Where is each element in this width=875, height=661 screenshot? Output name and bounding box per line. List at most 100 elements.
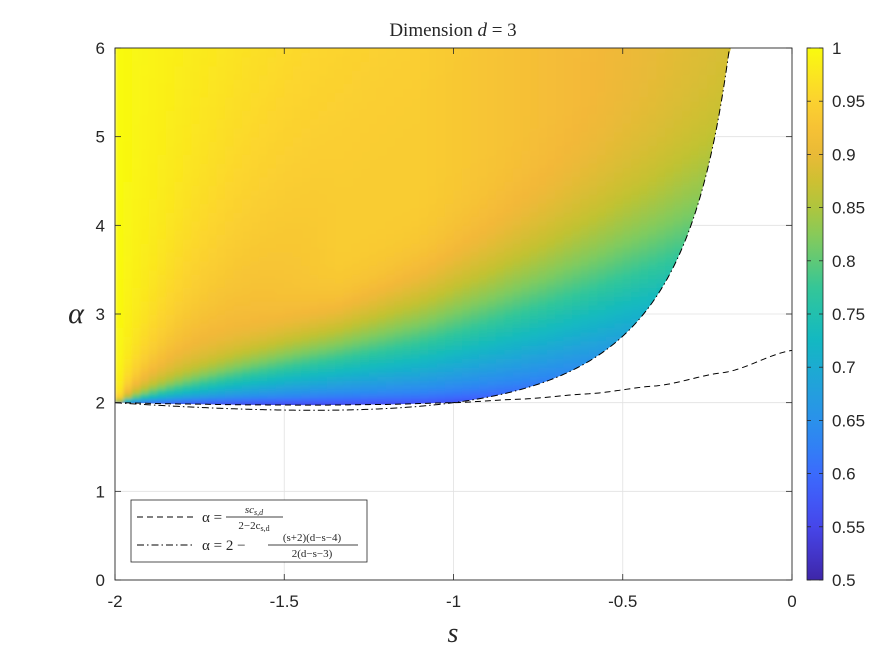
heatmap-cell	[234, 292, 243, 297]
heatmap-cell	[420, 287, 429, 292]
heatmap-cell	[276, 88, 285, 93]
heatmap-cell	[293, 79, 302, 84]
heatmap-cell	[335, 376, 344, 381]
heatmap-cell	[538, 154, 547, 159]
heatmap-cell	[580, 199, 589, 204]
heatmap-cell	[564, 305, 573, 310]
heatmap-cell	[267, 239, 276, 244]
heatmap-cell	[521, 336, 530, 341]
heatmap-cell	[124, 305, 133, 310]
heatmap-cell	[394, 163, 403, 168]
heatmap-cell	[521, 57, 530, 62]
heatmap-cell	[293, 181, 302, 186]
heatmap-cell	[200, 181, 209, 186]
heatmap-cell	[589, 159, 598, 164]
heatmap-cell	[597, 305, 606, 310]
heatmap-cell	[428, 88, 437, 93]
heatmap-cell	[259, 79, 268, 84]
heatmap-cell	[225, 208, 234, 213]
heatmap-cell	[242, 279, 251, 284]
heatmap-cell	[140, 79, 149, 84]
heatmap-cell	[225, 234, 234, 239]
heatmap-cell	[284, 203, 293, 208]
heatmap-cell	[386, 332, 395, 337]
heatmap-cell	[377, 194, 386, 199]
heatmap-cell	[267, 389, 276, 394]
heatmap-cell	[217, 194, 226, 199]
heatmap-cell	[157, 159, 166, 164]
heatmap-cell	[217, 199, 226, 204]
heatmap-cell	[530, 301, 539, 306]
heatmap-cell	[564, 75, 573, 80]
heatmap-cell	[521, 381, 530, 386]
heatmap-cell	[462, 305, 471, 310]
heatmap-cell	[394, 314, 403, 319]
heatmap-cell	[403, 110, 412, 115]
heatmap-cell	[242, 79, 251, 84]
heatmap-cell	[335, 221, 344, 226]
heatmap-cell	[411, 61, 420, 66]
heatmap-cell	[259, 208, 268, 213]
heatmap-cell	[386, 181, 395, 186]
heatmap-cell	[589, 48, 598, 53]
heatmap-cell	[267, 123, 276, 128]
heatmap-cell	[276, 217, 285, 222]
heatmap-cell	[572, 292, 581, 297]
heatmap-cell	[191, 363, 200, 368]
heatmap-cell	[369, 159, 378, 164]
heatmap-cell	[200, 123, 209, 128]
heatmap-cell	[597, 341, 606, 346]
heatmap-cell	[174, 101, 183, 106]
heatmap-cell	[487, 70, 496, 75]
heatmap-cell	[318, 376, 327, 381]
heatmap-cell	[157, 261, 166, 266]
heatmap-cell	[428, 92, 437, 97]
heatmap-cell	[428, 208, 437, 213]
heatmap-cell	[606, 234, 615, 239]
heatmap-cell	[487, 354, 496, 359]
heatmap-cell	[420, 177, 429, 182]
heatmap-cell	[234, 203, 243, 208]
heatmap-cell	[301, 265, 310, 270]
heatmap-cell	[225, 92, 234, 97]
heatmap-cell	[318, 332, 327, 337]
heatmap-cell	[225, 217, 234, 222]
heatmap-cell	[335, 115, 344, 120]
heatmap-cell	[513, 84, 522, 89]
heatmap-cell	[479, 350, 488, 355]
heatmap-cell	[301, 358, 310, 363]
heatmap-cell	[360, 265, 369, 270]
heatmap-cell	[208, 52, 217, 57]
heatmap-cell	[437, 398, 446, 403]
heatmap-cell	[174, 336, 183, 341]
heatmap-cell	[310, 208, 319, 213]
heatmap-cell	[310, 398, 319, 403]
heatmap-cell	[183, 327, 192, 332]
heatmap-cell	[140, 128, 149, 133]
heatmap-cell	[589, 252, 598, 257]
heatmap-cell	[428, 141, 437, 146]
heatmap-cell	[149, 358, 158, 363]
heatmap-cell	[496, 354, 505, 359]
heatmap-cell	[208, 318, 217, 323]
heatmap-cell	[386, 256, 395, 261]
heatmap-cell	[513, 287, 522, 292]
heatmap-cell	[276, 358, 285, 363]
heatmap-cell	[250, 341, 259, 346]
heatmap-cell	[479, 310, 488, 315]
heatmap-cell	[174, 265, 183, 270]
heatmap-cell	[149, 190, 158, 195]
heatmap-cell	[242, 389, 251, 394]
heatmap-cell	[318, 314, 327, 319]
heatmap-cell	[547, 52, 556, 57]
heatmap-cell	[183, 190, 192, 195]
heatmap-cell	[403, 279, 412, 284]
heatmap-cell	[242, 314, 251, 319]
heatmap-cell	[504, 123, 513, 128]
heatmap-cell	[115, 323, 124, 328]
heatmap-cell	[208, 212, 217, 217]
heatmap-cell	[386, 208, 395, 213]
heatmap-cell	[310, 75, 319, 80]
heatmap-cell	[386, 70, 395, 75]
heatmap-cell	[530, 248, 539, 253]
